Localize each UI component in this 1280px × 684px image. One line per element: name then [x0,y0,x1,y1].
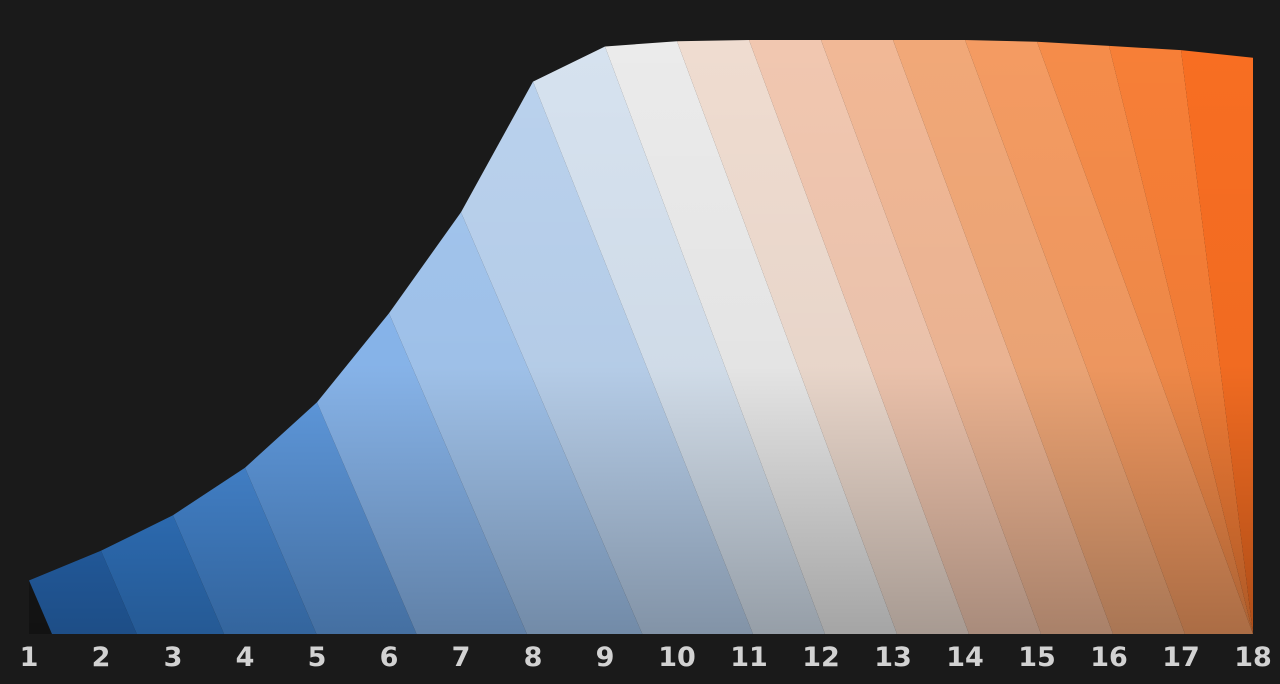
x-tick-label-5: 5 [308,642,327,673]
x-tick-label-1: 1 [20,642,39,673]
x-tick-label-8: 8 [524,642,543,673]
x-tick-label-3: 3 [164,642,183,673]
x-tick-label-10: 10 [658,642,696,673]
x-tick-label-11: 11 [730,642,768,673]
x-axis-ticks: 1 2 3 4 5 6 7 8 9 10 11 12 13 14 15 16 17 18 [20,642,1272,673]
area-shading [29,40,1253,634]
x-tick-label-17: 17 [1162,642,1200,673]
x-tick-label-13: 13 [874,642,912,673]
x-tick-label-4: 4 [236,642,255,673]
x-tick-label-12: 12 [802,642,840,673]
x-tick-label-6: 6 [380,642,399,673]
x-tick-label-18: 18 [1234,642,1272,673]
x-tick-label-9: 9 [596,642,615,673]
x-tick-label-7: 7 [452,642,471,673]
x-tick-label-14: 14 [946,642,984,673]
x-tick-label-2: 2 [92,642,111,673]
x-tick-label-16: 16 [1090,642,1128,673]
area-bands [29,40,1253,635]
x-tick-label-15: 15 [1018,642,1056,673]
